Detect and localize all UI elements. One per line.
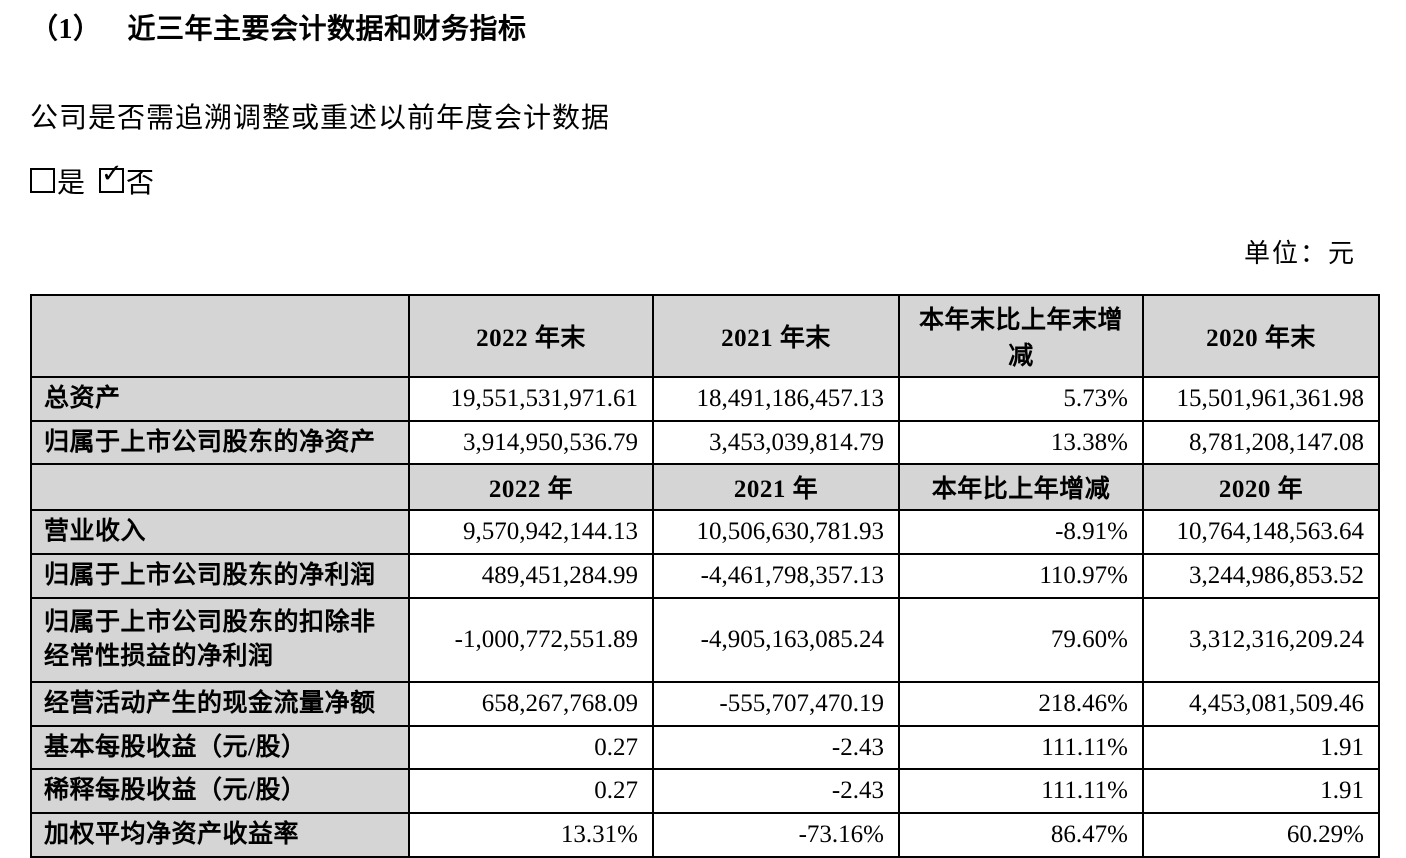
checkbox-yes-option: 是 <box>30 161 85 201</box>
table-row-net-profit-excl-nonrecurring: 归属于上市公司股东的扣除非经常性损益的净利润 -1,000,772,551.89… <box>30 596 1380 683</box>
row-label: 经营活动产生的现金流量净额 <box>30 680 410 727</box>
table-row-basic-eps: 基本每股收益（元/股） 0.27 -2.43 111.11% 1.91 <box>30 724 1380 771</box>
row-label: 基本每股收益（元/股） <box>30 724 410 771</box>
column-header-2020: 2020 年 <box>1142 463 1380 512</box>
cell-value: -73.16% <box>652 812 900 858</box>
cell-value: 10,506,630,781.93 <box>652 509 900 556</box>
row-label: 总资产 <box>30 375 410 422</box>
row-label: 营业收入 <box>30 509 410 556</box>
cell-value: 3,244,986,853.52 <box>1142 553 1380 599</box>
section-title: （1） 近三年主要会计数据和财务指标 <box>30 14 1378 46</box>
row-label: 加权平均净资产收益率 <box>30 812 410 858</box>
row-label: 归属于上市公司股东的净资产 <box>30 419 410 466</box>
cell-value: 10,764,148,563.64 <box>1142 509 1380 556</box>
cell-value: 111.11% <box>898 768 1144 815</box>
financial-indicators-table: 2022 年末 2021 年末 本年末比上年末增减 2020 年末 总资产 19… <box>30 293 1380 858</box>
cell-value: -8.91% <box>898 509 1144 556</box>
table-row-diluted-eps: 稀释每股收益（元/股） 0.27 -2.43 111.11% 1.91 <box>30 768 1380 815</box>
table-row-weighted-avg-roe: 加权平均净资产收益率 13.31% -73.16% 86.47% 60.29% <box>30 812 1380 858</box>
row-label: 归属于上市公司股东的净利润 <box>30 553 410 599</box>
cell-value: 111.11% <box>898 724 1144 771</box>
cell-value: 60.29% <box>1142 812 1380 858</box>
cell-value: 13.38% <box>898 419 1144 466</box>
cell-value: -4,461,798,357.13 <box>652 553 900 599</box>
restatement-answer-row: 是 ✓ 否 <box>30 161 1378 201</box>
cell-value: -1,000,772,551.89 <box>408 596 654 683</box>
checkbox-no-option: ✓ 否 <box>99 161 154 201</box>
cell-value: 0.27 <box>408 768 654 815</box>
cell-value: 18,491,186,457.13 <box>652 375 900 422</box>
checkbox-unchecked-icon <box>30 168 55 194</box>
cell-value: -2.43 <box>652 724 900 771</box>
table-row-revenue: 营业收入 9,570,942,144.13 10,506,630,781.93 … <box>30 509 1380 556</box>
cell-value: 15,501,961,361.98 <box>1142 375 1380 422</box>
cell-value: 489,451,284.99 <box>408 553 654 599</box>
column-header-blank <box>30 293 410 378</box>
column-header-2021: 2021 年 <box>652 463 900 512</box>
table-row-net-profit: 归属于上市公司股东的净利润 489,451,284.99 -4,461,798,… <box>30 553 1380 599</box>
checkbox-no-label: 否 <box>126 167 155 199</box>
cell-value: -555,707,470.19 <box>652 680 900 727</box>
restatement-question: 公司是否需追溯调整或重述以前年度会计数据 <box>30 103 611 135</box>
cell-value: 9,570,942,144.13 <box>408 509 654 556</box>
row-label: 归属于上市公司股东的扣除非经常性损益的净利润 <box>30 596 410 683</box>
cell-value: 4,453,081,509.46 <box>1142 680 1380 727</box>
cell-value: 218.46% <box>898 680 1144 727</box>
cell-value: 3,312,316,209.24 <box>1142 596 1380 683</box>
checkmark-icon: ✓ <box>101 159 123 190</box>
cell-value: 5.73% <box>898 375 1144 422</box>
column-header-yoy: 本年比上年增减 <box>898 463 1144 512</box>
checkbox-yes-label: 是 <box>57 167 86 199</box>
table-header-row-yearend: 2022 年末 2021 年末 本年末比上年末增减 2020 年末 <box>30 293 1380 378</box>
column-header-2020-end: 2020 年末 <box>1142 293 1380 378</box>
section-number: （1） <box>30 14 102 45</box>
cell-value: 86.47% <box>898 812 1144 858</box>
column-header-2022-end: 2022 年末 <box>408 293 654 378</box>
cell-value: 3,914,950,536.79 <box>408 419 654 466</box>
cell-value: 658,267,768.09 <box>408 680 654 727</box>
cell-value: 0.27 <box>408 724 654 771</box>
checkbox-checked-icon: ✓ <box>99 161 125 194</box>
cell-value: 1.91 <box>1142 768 1380 815</box>
cell-value: 19,551,531,971.61 <box>408 375 654 422</box>
row-label: 稀释每股收益（元/股） <box>30 768 410 815</box>
section-title-text: 近三年主要会计数据和财务指标 <box>127 14 527 45</box>
cell-value: -2.43 <box>652 768 900 815</box>
cell-value: 8,781,208,147.08 <box>1142 419 1380 466</box>
column-header-2021-end: 2021 年末 <box>652 293 900 378</box>
cell-value: 79.60% <box>898 596 1144 683</box>
column-header-2022: 2022 年 <box>408 463 654 512</box>
table-row-net-assets: 归属于上市公司股东的净资产 3,914,950,536.79 3,453,039… <box>30 419 1380 466</box>
column-header-blank <box>30 463 410 512</box>
column-header-yoy-end: 本年末比上年末增减 <box>898 293 1144 378</box>
unit-note: 单位：元 <box>1243 238 1356 268</box>
table-row-total-assets: 总资产 19,551,531,971.61 18,491,186,457.13 … <box>30 375 1380 422</box>
cell-value: 110.97% <box>898 553 1144 599</box>
cell-value: 1.91 <box>1142 724 1380 771</box>
cell-value: -4,905,163,085.24 <box>652 596 900 683</box>
table-header-row-year: 2022 年 2021 年 本年比上年增减 2020 年 <box>30 463 1380 512</box>
table-row-operating-cash-flow: 经营活动产生的现金流量净额 658,267,768.09 -555,707,47… <box>30 680 1380 727</box>
cell-value: 3,453,039,814.79 <box>652 419 900 466</box>
cell-value: 13.31% <box>408 812 654 858</box>
